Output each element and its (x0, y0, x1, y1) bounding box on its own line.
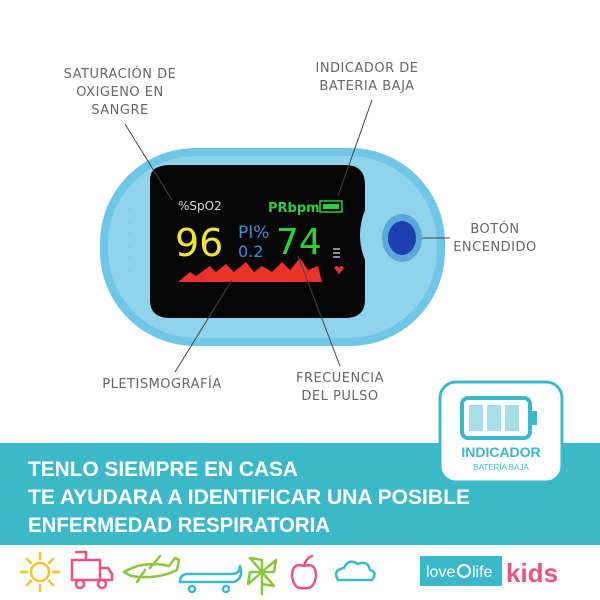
battery-fill (323, 204, 339, 209)
badge-battery (460, 396, 532, 440)
badge-subtitle: BATERÍA BAJA (473, 463, 529, 472)
label: SANGRE (91, 103, 148, 118)
label: FRECUENCIA (296, 371, 384, 386)
pr-label: PRbpm (268, 201, 320, 216)
badge-battery-tip (531, 411, 537, 425)
spo2-label: %SpO2 (178, 199, 222, 213)
pr-value: 74 (276, 222, 322, 263)
leader (297, 255, 341, 367)
power-button[interactable] (388, 221, 416, 255)
heart (334, 266, 344, 274)
spo2-value: 96 (175, 221, 223, 265)
label: DEL PULSO (301, 389, 378, 404)
icons (19, 550, 376, 596)
label: INDICADOR DE (315, 61, 418, 76)
banner-line: ENFERMEDAD RESPIRATORIA (28, 514, 330, 537)
pi-label: PI% (238, 223, 269, 243)
badge-title: INDICADOR (461, 444, 540, 460)
leader (124, 123, 173, 201)
banner-line: TENLO SIEMPRE EN CASA (28, 458, 298, 481)
logo-text: life (472, 564, 493, 581)
logo-heart (457, 564, 471, 578)
logo-brand: kids (506, 558, 558, 588)
label: OXIGENO EN (76, 85, 163, 100)
plethysmograph (178, 258, 322, 282)
leader (337, 99, 373, 197)
grip-dots (128, 208, 132, 272)
pi-value: 0.2 (238, 242, 263, 261)
leader (174, 279, 233, 373)
battery-icon (319, 200, 343, 213)
logo-text: love (426, 564, 455, 581)
label: SATURACIÓN DE (64, 66, 177, 82)
badge-battery-cells (469, 405, 519, 431)
label: ENCENDIDO (453, 240, 537, 255)
logo-box (420, 556, 502, 586)
banner-line: TE AYUDARA A IDENTIFICAR UNA POSIBLE (28, 486, 470, 509)
label: PLETISMOGRAFÍA (102, 376, 221, 392)
label: BOTÓN (470, 221, 519, 237)
label: BATERIA BAJA (319, 79, 414, 94)
pulse-bar (333, 248, 340, 258)
